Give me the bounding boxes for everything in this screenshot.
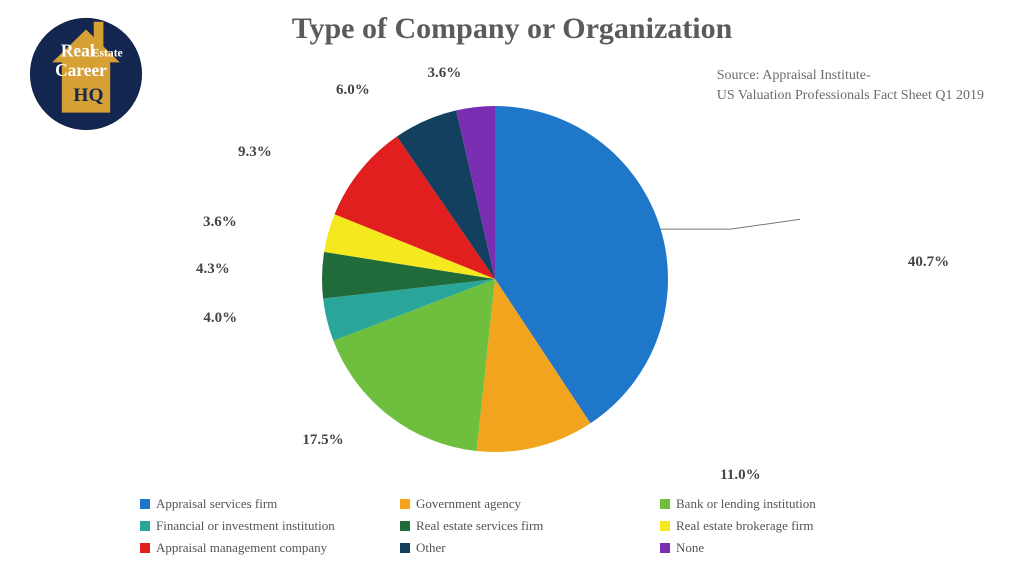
slice-label: 6.0% (336, 82, 370, 99)
source-line-1: Source: Appraisal Institute- (717, 66, 984, 86)
legend-item: Financial or investment institution (140, 518, 400, 534)
legend-item: Bank or lending institution (660, 496, 920, 512)
source-line-2: US Valuation Professionals Fact Sheet Q1… (717, 86, 984, 106)
legend-swatch (660, 499, 670, 509)
legend-label: Bank or lending institution (676, 496, 816, 512)
slice-label: 3.6% (203, 214, 237, 231)
legend-item: Other (400, 540, 660, 556)
slice-label: 3.6% (427, 65, 461, 82)
legend-swatch (140, 543, 150, 553)
chart-title: Type of Company or Organization (0, 12, 1024, 46)
legend-item: Appraisal management company (140, 540, 400, 556)
slice-label: 17.5% (302, 432, 343, 449)
slice-label: 40.7% (908, 254, 949, 271)
legend-swatch (400, 543, 410, 553)
legend-swatch (660, 521, 670, 531)
legend-swatch (140, 499, 150, 509)
legend-item: Appraisal services firm (140, 496, 400, 512)
legend-label: None (676, 540, 704, 556)
legend-label: Government agency (416, 496, 521, 512)
chart-legend: Appraisal services firm Government agency… (140, 496, 940, 562)
svg-text:Estate: Estate (92, 47, 123, 60)
legend-item: Real estate brokerage firm (660, 518, 920, 534)
legend-item: Government agency (400, 496, 660, 512)
svg-text:Real: Real (61, 41, 95, 61)
legend-label: Appraisal services firm (156, 496, 277, 512)
legend-label: Financial or investment institution (156, 518, 335, 534)
legend-item: Real estate services firm (400, 518, 660, 534)
source-attribution: Source: Appraisal Institute- US Valuatio… (717, 66, 984, 105)
legend-swatch (400, 521, 410, 531)
legend-swatch (660, 543, 670, 553)
slice-label: 9.3% (238, 144, 272, 161)
legend-swatch (400, 499, 410, 509)
slice-label: 11.0% (720, 467, 760, 484)
brand-logo: Real Estate Career HQ (28, 16, 144, 132)
svg-text:HQ: HQ (73, 85, 103, 106)
slice-label: 4.3% (196, 261, 230, 278)
svg-text:Career: Career (55, 60, 107, 80)
legend-label: Other (416, 540, 446, 556)
legend-label: Real estate services firm (416, 518, 543, 534)
legend-item: None (660, 540, 920, 556)
pie-chart: 40.7%11.0%17.5%4.0%4.3%3.6%9.3%6.0%3.6% (280, 64, 710, 494)
legend-label: Appraisal management company (156, 540, 327, 556)
legend-label: Real estate brokerage firm (676, 518, 814, 534)
slice-label: 4.0% (203, 310, 237, 327)
legend-swatch (140, 521, 150, 531)
